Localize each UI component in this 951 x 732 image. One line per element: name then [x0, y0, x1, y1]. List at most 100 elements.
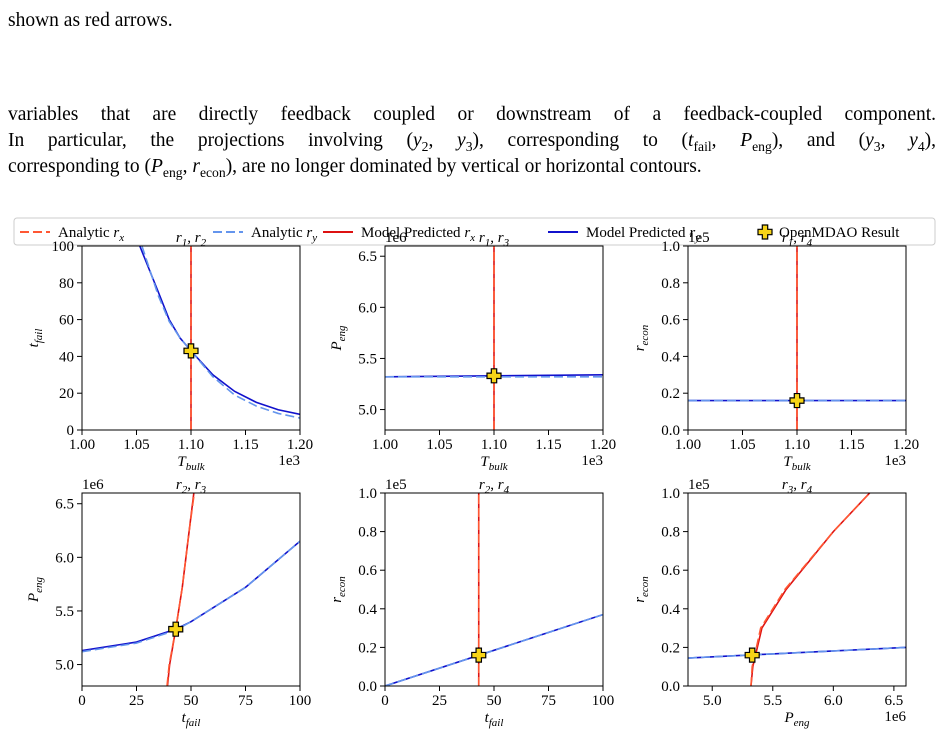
- math-symbol: r: [306, 225, 312, 241]
- math-symbol: r: [782, 230, 788, 246]
- math-subscript: x: [469, 232, 475, 244]
- text-line: shown as red arrows.: [8, 10, 936, 32]
- text-run: ,: [187, 477, 195, 493]
- math-subscript: y: [694, 232, 700, 244]
- y-offset: 1e5: [688, 477, 710, 493]
- legend-box: [13, 217, 936, 246]
- math-subscript: econ: [639, 324, 651, 345]
- text-run: ,: [711, 130, 741, 151]
- math-subscript: fail: [489, 717, 504, 729]
- result-marker: [183, 343, 199, 359]
- x-tick-label: 0: [381, 693, 389, 709]
- x-offset: 1e3: [581, 453, 603, 469]
- x-tick-label: 100: [289, 693, 312, 709]
- x-tick-label: 6.0: [824, 693, 843, 709]
- axes-frame: [687, 245, 907, 431]
- math-subscript: econ: [199, 164, 226, 180]
- plot-area: [688, 493, 906, 686]
- y-tick-label: 40: [59, 349, 74, 365]
- text-run: ,: [187, 230, 195, 246]
- y-tick-label: 0.0: [358, 679, 377, 695]
- x-tick-label: 25: [129, 693, 144, 709]
- math-subscript: bulk: [489, 461, 509, 473]
- y-tick-label: 6.5: [358, 249, 377, 265]
- math-subscript: 4: [504, 484, 510, 496]
- x-tick-label: 1.15: [232, 437, 258, 453]
- y-offset: 1e5: [688, 230, 710, 246]
- math-subscript: econ: [336, 576, 348, 597]
- y-tick-label: 5.0: [358, 403, 377, 419]
- y-tick-label: 1.0: [358, 486, 377, 502]
- text-run: shown as red arrows.: [8, 10, 173, 31]
- math-symbol: r: [195, 230, 201, 246]
- result-marker: [471, 647, 487, 663]
- legend-label: Analytic rx: [58, 225, 124, 244]
- text-line: corresponding to (Peng, recon), are no l…: [8, 156, 936, 181]
- math-subscript: fail: [186, 717, 201, 729]
- y-axis-label: Peng: [26, 576, 45, 603]
- x-tick-label: 1.10: [178, 437, 204, 453]
- x-tick-label: 1.00: [675, 437, 701, 453]
- text-run: ),: [924, 130, 937, 151]
- y-tick-label: 0.8: [661, 525, 680, 541]
- x-tick-label: 75: [238, 693, 253, 709]
- math-subscript: 2: [182, 484, 188, 496]
- x-tick-label: 1.10: [784, 437, 810, 453]
- text-run: ,: [793, 230, 801, 246]
- y-tick-label: 80: [59, 276, 74, 292]
- math-symbol: T: [177, 454, 187, 470]
- math-subscript: eng: [794, 717, 810, 729]
- legend-marker: [757, 224, 773, 240]
- subplot-title: r1, r2: [176, 230, 207, 249]
- y-tick-label: 0.6: [358, 563, 377, 579]
- math-subscript: 3: [465, 138, 473, 154]
- math-symbol: P: [329, 341, 345, 351]
- axes-frame: [81, 492, 301, 687]
- math-symbol: y: [865, 130, 874, 151]
- math-subscript: eng: [336, 325, 348, 341]
- series-line: [750, 493, 871, 686]
- y-tick-label: 0.4: [661, 602, 680, 618]
- result-marker: [168, 621, 184, 637]
- y-tick-label: 5.5: [55, 604, 74, 620]
- subplot-title: r1, r3: [479, 230, 510, 249]
- y-offset: 1e6: [385, 230, 407, 246]
- y-tick-label: 20: [59, 386, 74, 402]
- x-tick-label: 5.5: [763, 693, 782, 709]
- x-tick-label: 1.00: [372, 437, 398, 453]
- y-axis-label: recon: [632, 576, 651, 603]
- x-tick-label: 1.05: [426, 437, 452, 453]
- series-line: [139, 246, 300, 416]
- math-symbol: t: [26, 342, 42, 347]
- x-tick-label: 5.0: [703, 693, 722, 709]
- x-offset: 1e3: [278, 453, 300, 469]
- y-tick-label: 1.0: [661, 486, 680, 502]
- math-subscript: 3: [503, 237, 510, 249]
- x-axis-label: tfail: [182, 710, 201, 729]
- legend-label: Model Predicted rx: [361, 225, 475, 244]
- x-tick-label: 1.05: [729, 437, 755, 453]
- y-tick-label: 0: [67, 423, 75, 439]
- plot-area: [385, 493, 603, 686]
- y-tick-label: 0.0: [661, 679, 680, 695]
- x-tick-label: 1.15: [838, 437, 864, 453]
- math-symbol: r: [176, 477, 182, 493]
- x-tick-label: 100: [592, 693, 615, 709]
- y-tick-label: 5.0: [55, 658, 74, 674]
- math-symbol: r: [113, 225, 119, 241]
- math-subscript: 2: [421, 138, 429, 154]
- y-axis-label: recon: [329, 576, 348, 603]
- math-symbol: r: [782, 477, 788, 493]
- text-run: variables that are directly feedback cou…: [8, 104, 936, 125]
- math-subscript: 1: [788, 237, 794, 249]
- math-subscript: bulk: [186, 461, 206, 473]
- math-subscript: 1: [485, 237, 491, 249]
- y-tick-label: 60: [59, 313, 74, 329]
- text-run: ,: [793, 477, 801, 493]
- math-subscript: x: [118, 232, 124, 244]
- plot-area: [385, 246, 603, 430]
- text-run: ), corresponding to (: [472, 130, 689, 151]
- math-symbol: r: [632, 597, 648, 603]
